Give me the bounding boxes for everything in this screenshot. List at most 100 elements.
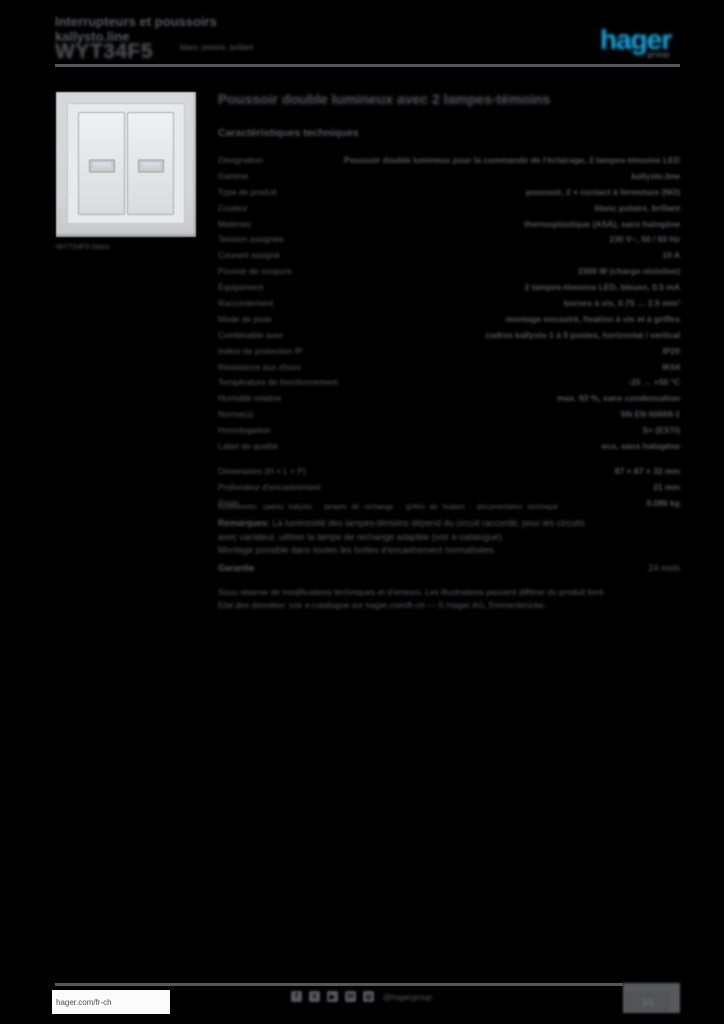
category-line-2: kallysto.line	[55, 29, 130, 44]
table-row: Mode de pose montage encastré, fixation à…	[218, 314, 680, 330]
remarks-line: avec variateur, utiliser la lampe de rec…	[218, 531, 505, 542]
table-row: Dimensions (H × L × P) 87 × 87 × 32 mm	[218, 466, 680, 482]
dimensions-table: Dimensions (H × L × P) 87 × 87 × 32 mm Pro…	[218, 466, 680, 514]
product-variant: blanc polaire, brillant	[180, 43, 254, 52]
hager-logo: hager	[600, 24, 672, 55]
row-value: 21 mm	[653, 482, 680, 492]
linkedin-icon[interactable]: in	[345, 991, 356, 1002]
remarks-block: Remarques: La luminosité des lampes-témo…	[218, 517, 680, 558]
footer-handle: @hagergroup	[383, 993, 433, 1002]
footer-website-box[interactable]: hager.com/fr-ch	[52, 990, 170, 1014]
table-row: Gamme kallysto.line	[218, 171, 680, 187]
row-label: Gamme	[218, 170, 249, 181]
row-value: IK04	[662, 361, 680, 372]
row-value: 2300 W (charge résistive)	[577, 266, 680, 277]
row-value: -25 … +50 °C	[628, 377, 680, 388]
legal-line: Sous réserve de modifications techniques…	[218, 587, 606, 597]
row-label: Désignation	[218, 155, 263, 165]
table-row: Indice de protection IP IP20	[218, 346, 680, 362]
indicator-lens-right	[137, 159, 164, 173]
row-value: max. 93 %, sans condensation	[557, 393, 680, 404]
table-row: Pouvoir de coupure 2300 W (charge résisti…	[218, 266, 680, 282]
row-value: thermoplastique (ASA), sans halogène	[524, 218, 680, 229]
row-label: Poids	[218, 498, 240, 508]
row-label: Tension assignée	[218, 234, 284, 245]
row-value: S+ (ESTI)	[642, 425, 680, 436]
row-label: Type de produit	[218, 186, 277, 197]
table-row: Humidité relative max. 93 %, sans condens…	[218, 393, 680, 409]
row-label: Couleur	[218, 202, 248, 213]
x-icon[interactable]: x	[309, 991, 320, 1002]
legal-block: Sous réserve de modifications techniques…	[218, 586, 680, 611]
remarks-label: Remarques:	[218, 518, 271, 528]
table-row: Label de qualité eco, sans halogène	[218, 441, 680, 457]
row-label: Label de qualité	[218, 441, 279, 452]
remarks-line: La luminosité des lampes-témoins dépend …	[272, 518, 585, 528]
page-number: 1/1	[626, 991, 670, 1013]
header-divider	[55, 64, 680, 67]
footer-divider	[55, 983, 623, 986]
row-value: 230 V~, 50 / 60 Hz	[609, 234, 680, 245]
product-reference: WYT34F5	[55, 40, 154, 63]
row-label: Équipement	[218, 282, 264, 293]
category-line-1: Interrupteurs et poussoirs	[55, 14, 217, 29]
table-row: Résistance aux chocs IK04	[218, 362, 680, 378]
row-label: Pouvoir de coupure	[218, 266, 292, 277]
row-label: Indice de protection IP	[218, 345, 303, 356]
table-row: Tension assignée 230 V~, 50 / 60 Hz	[218, 234, 680, 250]
row-value: Poussoir double lumineux pour la command…	[344, 155, 680, 165]
switch-rocker-right	[127, 112, 174, 215]
row-value: kallysto.line	[631, 170, 680, 181]
row-label: Homologation	[218, 425, 271, 436]
warranty-row: Garantie 24 mois	[218, 563, 680, 573]
row-label: Mode de pose	[218, 313, 272, 324]
row-label: Dimensions (H × L × P)	[218, 466, 307, 476]
footer-page-box: 1/1	[623, 983, 680, 1013]
youtube-icon[interactable]: ▶	[327, 991, 338, 1002]
remarks-line: Montage possible dans toutes les boîtes …	[218, 545, 496, 555]
legal-line: Etat des données: voir e-catalogue sur h…	[218, 599, 547, 610]
row-label: Combinable avec	[218, 329, 284, 340]
table-row: Raccordement bornes à vis, 0.75 … 2.5 mm²	[218, 298, 680, 314]
image-caption: WYT34F5 blanc	[56, 242, 110, 251]
hager-logo-sub: group	[647, 50, 670, 59]
row-label: Courant assigné	[218, 250, 280, 261]
row-label: Température de fonctionnement	[218, 377, 339, 388]
row-value: cadres kallysto 1 à 5 postes, horizontal…	[485, 329, 680, 340]
instagram-icon[interactable]: ◎	[363, 991, 374, 1002]
table-row: Désignation Poussoir double lumineux pour…	[218, 155, 680, 171]
accessories-line: Accessoires: cadres kallysto · lampes de…	[218, 504, 559, 511]
table-row: Matériau thermoplastique (ASA), sans halo…	[218, 219, 680, 235]
indicator-lens-left	[88, 159, 115, 173]
table-row: Courant assigné 10 A	[218, 250, 680, 266]
row-label: Norme(s)	[218, 409, 254, 420]
table-row: Homologation S+ (ESTI)	[218, 425, 680, 441]
section-heading: Caractéristiques techniques	[218, 127, 359, 139]
product-image	[56, 92, 196, 237]
warranty-value: 24 mois	[648, 563, 680, 573]
table-row: Profondeur d'encastrement 21 mm	[218, 482, 680, 498]
row-label: Profondeur d'encastrement	[218, 482, 321, 492]
table-row: Température de fonctionnement -25 … +50 °…	[218, 377, 680, 393]
table-row: Norme(s) SN EN 60669-1	[218, 409, 680, 425]
table-row: Équipement 2 lampes-témoins LED, bleues, …	[218, 282, 680, 298]
page-title: Poussoir double lumineux avec 2 lampes-t…	[218, 91, 551, 107]
row-value: montage encastré, fixation à vis et à gr…	[505, 313, 680, 324]
row-value: SN EN 60669-1	[620, 409, 680, 420]
table-row: Couleur blanc polaire, brillant	[218, 203, 680, 219]
row-label: Résistance aux chocs	[218, 361, 301, 372]
footer-social-icons: f x ▶ in ◎	[291, 991, 374, 1002]
row-value: 10 A	[662, 250, 680, 261]
facebook-icon[interactable]: f	[291, 991, 302, 1002]
row-label: Raccordement	[218, 298, 274, 309]
row-value: 0.086 kg	[646, 498, 680, 508]
row-value: poussoir, 2 × contact à fermeture (NO)	[525, 186, 680, 197]
table-row: Poids 0.086 kg	[218, 498, 680, 514]
footer-website-link[interactable]: hager.com/fr-ch	[56, 997, 112, 1007]
row-value: 2 lampes-témoins LED, bleues, 0.5 mA	[524, 282, 680, 293]
table-row: Combinable avec cadres kallysto 1 à 5 pos…	[218, 330, 680, 346]
spec-table: Désignation Poussoir double lumineux pour…	[218, 155, 680, 457]
switch-plate	[67, 103, 185, 224]
row-value: blanc polaire, brillant	[594, 202, 681, 213]
